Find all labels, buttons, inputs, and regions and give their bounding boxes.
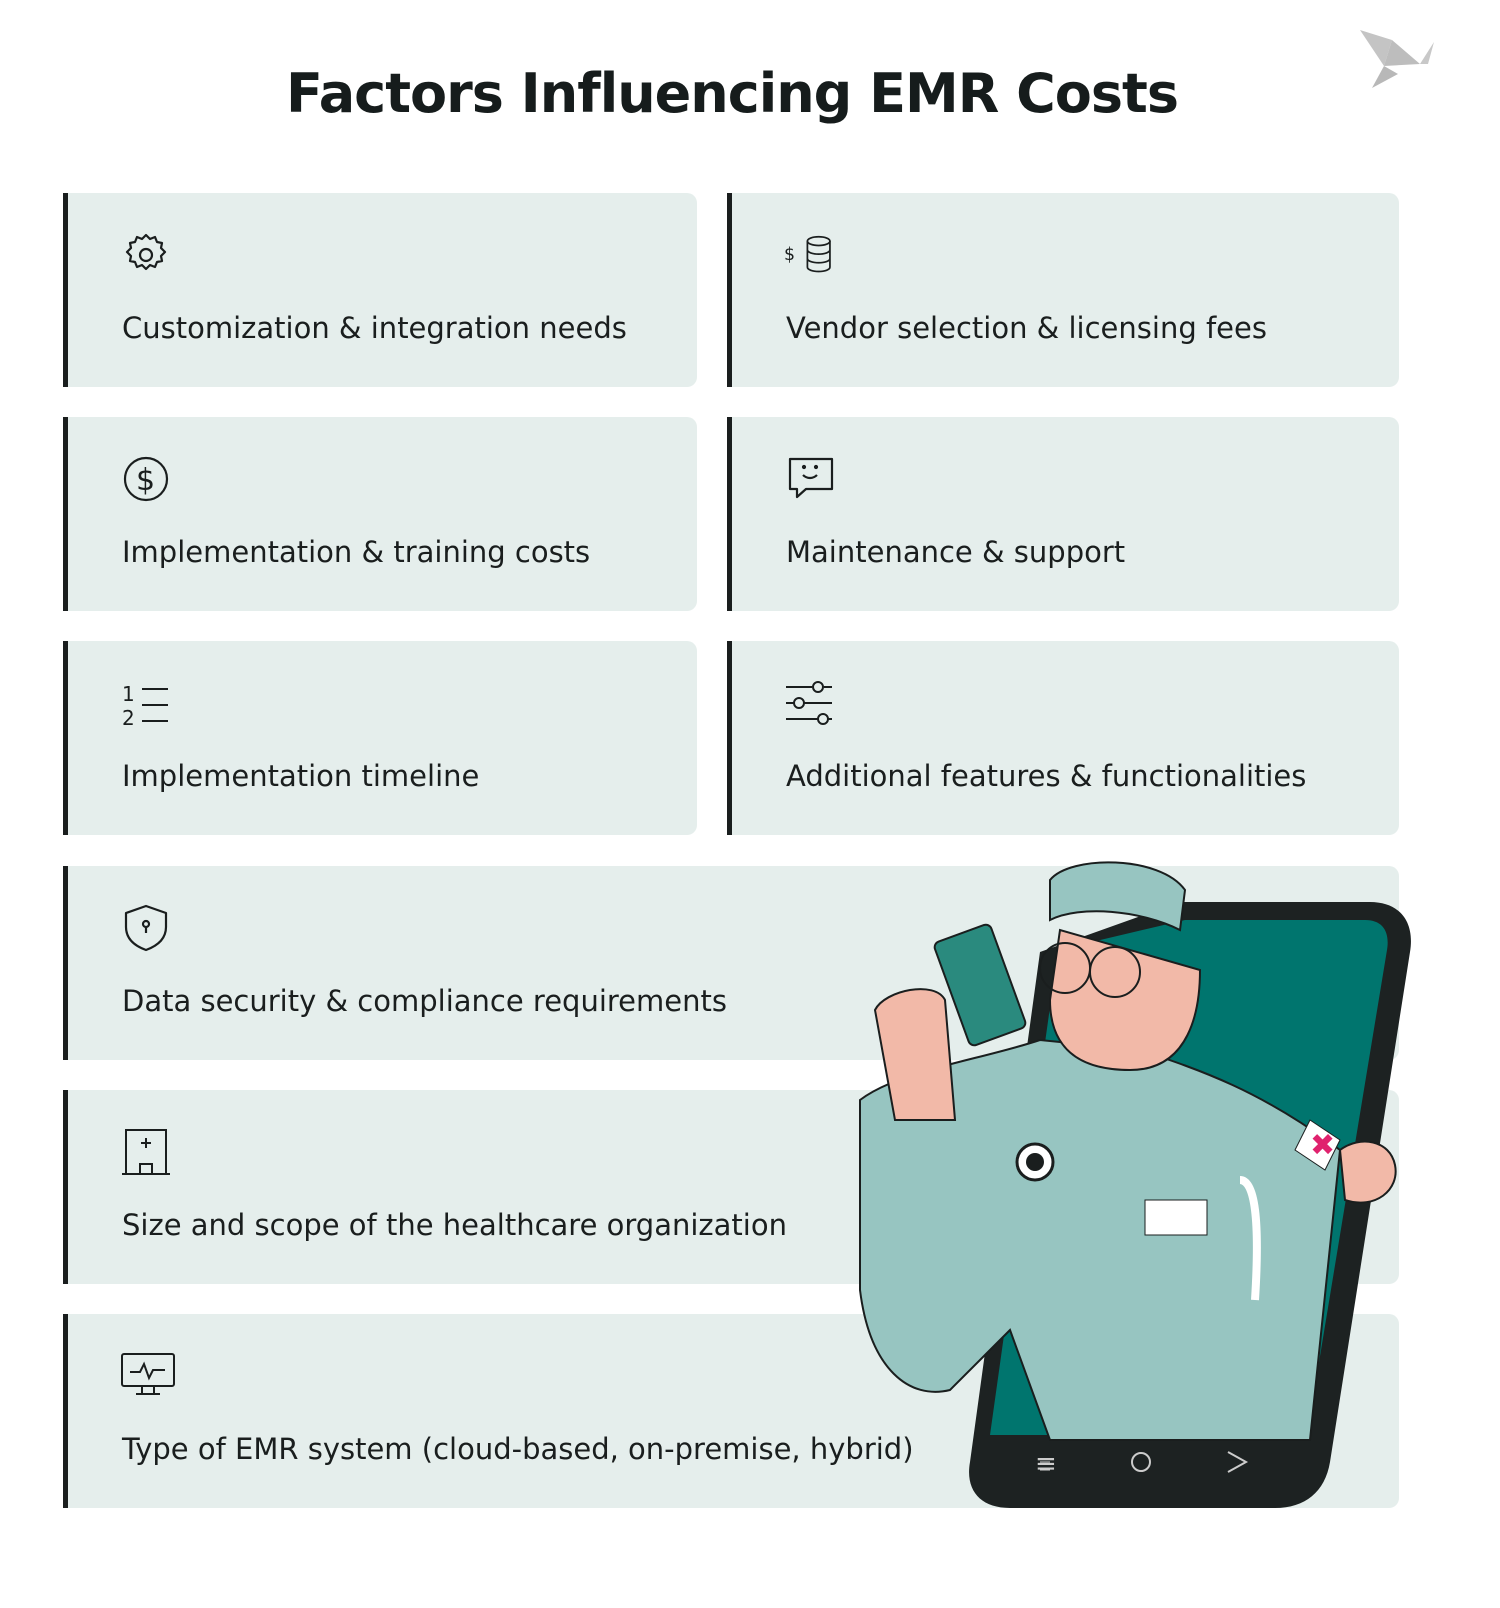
factor-label: Data security & compliance requirements <box>122 984 727 1018</box>
gear-icon <box>125 233 167 271</box>
factor-card-features: Additional features & functionalities <box>727 641 1399 835</box>
monitor-pulse-icon <box>121 1353 175 1395</box>
dollar-coins-icon: $ <box>784 235 831 273</box>
factor-label: Maintenance & support <box>786 535 1126 569</box>
factor-card-maintenance: Maintenance & support <box>727 417 1399 611</box>
factor-label: Size and scope of the healthcare organiz… <box>122 1208 787 1242</box>
svg-text:✖: ✖ <box>1310 1128 1335 1163</box>
page-title: Factors Influencing EMR Costs <box>286 62 1179 125</box>
svg-text:$: $ <box>784 245 795 265</box>
factor-label: Customization & integration needs <box>122 311 627 345</box>
svg-text:$: $ <box>136 463 155 498</box>
numbered-list-icon: 12 <box>122 682 168 729</box>
factor-card-implementation: $ Implementation & training costs <box>63 417 697 611</box>
svg-text:≡: ≡ <box>1035 1449 1057 1479</box>
factor-card-customization: Customization & integration needs <box>63 193 697 387</box>
factor-label: Additional features & functionalities <box>786 759 1307 793</box>
dollar-circle-icon: $ <box>123 456 169 502</box>
svg-text:2: 2 <box>122 706 135 729</box>
shield-lock-icon <box>124 904 168 952</box>
chat-smile-icon <box>788 457 834 499</box>
factor-card-vendor: $ Vendor selection & licensing fees <box>727 193 1399 387</box>
factor-label: Type of EMR system (cloud-based, on-prem… <box>122 1432 914 1466</box>
bird-logo-icon <box>1360 30 1434 88</box>
factor-label: Implementation & training costs <box>122 535 591 569</box>
sliders-icon <box>786 681 832 725</box>
factor-label: Vendor selection & licensing fees <box>786 311 1267 345</box>
factor-label: Implementation timeline <box>122 759 480 793</box>
svg-text:1: 1 <box>122 682 135 706</box>
hospital-icon <box>122 1129 170 1175</box>
doctor-phone-illustration: ≡ ✖ <box>859 861 1411 1508</box>
